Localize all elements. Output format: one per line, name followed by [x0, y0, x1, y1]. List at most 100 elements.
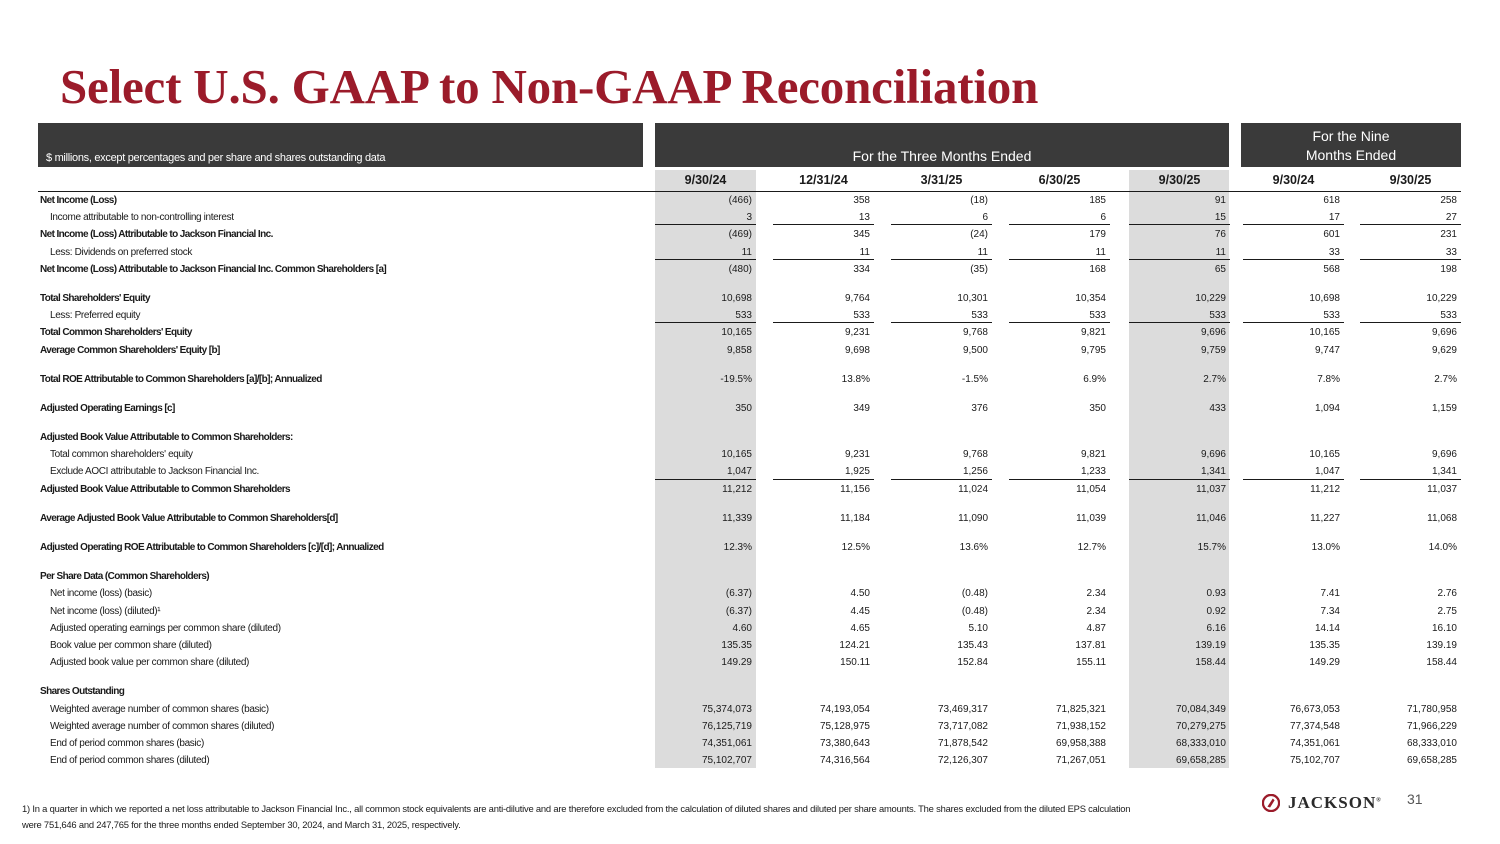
- row-label: Average Common Shareholders' Equity [b]: [40, 344, 220, 356]
- table-row: Shares Outstanding: [38, 683, 1461, 700]
- table-cell: 9,698: [844, 344, 870, 356]
- table-cell: 533: [773, 307, 874, 324]
- row-label: Income attributable to non-controlling i…: [50, 212, 234, 224]
- table-cell: 9,858: [726, 344, 752, 356]
- row-label: Book value per common share (diluted): [50, 639, 212, 651]
- table-cell: 9,747: [1314, 344, 1340, 356]
- table-cell: 258: [1440, 195, 1457, 206]
- table-cell: 4.50: [850, 588, 870, 600]
- footnote: 1) In a quarter in which we reported a n…: [22, 803, 1131, 830]
- table-cell: 15: [1129, 209, 1230, 226]
- table-body: Net Income (Loss) (466) 358 (18) 185 91 618 258…: [38, 192, 1461, 769]
- table-cell: 6.9%: [1083, 373, 1106, 385]
- row-label: Adjusted Book Value Attributable to Comm…: [40, 483, 291, 495]
- table-row: End of period common shares (diluted) 75,…: [38, 752, 1461, 769]
- table-cell: 10,698: [1309, 292, 1340, 304]
- table-cell: 139.19: [1195, 639, 1226, 651]
- table-cell: 9,768: [962, 449, 988, 461]
- table-cell: 11,339: [722, 512, 752, 524]
- table-cell: 14.0%: [1428, 542, 1457, 553]
- table-cell: 12.3%: [723, 542, 752, 553]
- table-cell: 74,351,061: [1289, 737, 1340, 749]
- table-cell: 9,231: [844, 449, 870, 461]
- table-cell: 13.6%: [959, 542, 988, 553]
- table-cell: 12.5%: [841, 542, 870, 553]
- row-spacer: [38, 417, 1461, 429]
- table-cell: 68,333,010: [1175, 737, 1226, 749]
- table-row: Total Common Shareholders' Equity 10,165 9…: [38, 324, 1461, 341]
- table-cell: 76: [1214, 229, 1226, 241]
- table-cell: 71,966,229: [1406, 720, 1457, 732]
- table-row: Less: Preferred equity 533 533 533 533 533 533…: [38, 307, 1461, 324]
- table-cell: -1.5%: [961, 373, 988, 385]
- row-label: Total common shareholders' equity: [50, 449, 193, 461]
- table-cell: (18): [970, 195, 988, 206]
- table-cell: 2.34: [1086, 605, 1106, 617]
- table-cell: 135.35: [721, 639, 752, 651]
- table-row: Adjusted book value per common share (di…: [38, 654, 1461, 671]
- row-spacer: [38, 359, 1461, 371]
- table-row: Adjusted operating earnings per common s…: [38, 620, 1461, 637]
- table-cell: (0.48): [961, 588, 988, 600]
- table-cell: 10,354: [1075, 292, 1106, 304]
- table-cell: 4.87: [1086, 622, 1106, 634]
- row-label: Adjusted Book Value Attributable to Comm…: [40, 432, 293, 444]
- column-header: 6/30/25: [1038, 173, 1081, 187]
- table-cell: 568: [1323, 263, 1340, 275]
- table-row: Income attributable to non-controlling i…: [38, 209, 1461, 226]
- table-cell: 15.7%: [1197, 542, 1226, 553]
- row-label: Net income (loss) (diluted)¹: [50, 605, 161, 617]
- table-cell: 13.0%: [1311, 542, 1340, 553]
- table-row: End of period common shares (basic) 74,35…: [38, 735, 1461, 752]
- column-header: 9/30/25: [1389, 173, 1432, 187]
- table-cell: 72,126,307: [937, 755, 988, 767]
- table-cell: 4.45: [850, 605, 870, 617]
- table-row: Exclude AOCI attributable to Jackson Fin…: [38, 463, 1461, 480]
- jackson-logo-icon: [1262, 794, 1280, 812]
- table-cell: 5.10: [968, 622, 988, 634]
- row-label: Total Shareholders' Equity: [40, 292, 151, 304]
- table-cell: 75,374,073: [701, 703, 752, 715]
- table-cell: (480): [728, 263, 752, 275]
- table-row: Adjusted Book Value Attributable to Comm…: [38, 429, 1461, 446]
- table-row: Average Common Shareholders' Equity [b] 9…: [38, 342, 1461, 359]
- table-cell: 11,212: [722, 483, 752, 495]
- row-spacer: [38, 671, 1461, 683]
- header-three-months: For the Three Months Ended: [655, 123, 1229, 167]
- table-cell: 7.34: [1320, 605, 1340, 617]
- row-label: Net Income (Loss): [40, 195, 117, 206]
- table-cell: 9,696: [1200, 449, 1226, 461]
- table-cell: 11: [773, 244, 874, 260]
- table-cell: (35): [970, 263, 988, 275]
- table-cell: 9,764: [844, 292, 870, 304]
- three-months-text: For the Three Months Ended: [852, 148, 1032, 164]
- table-cell: 618: [1323, 195, 1340, 206]
- column-header: 3/31/25: [920, 173, 963, 187]
- table-cell: 1,159: [1431, 402, 1457, 414]
- table-cell: 158.44: [1426, 657, 1457, 669]
- table-row: Adjusted Book Value Attributable to Comm…: [38, 481, 1461, 498]
- column-header: 9/30/24: [684, 173, 727, 187]
- table-cell: 1,233: [1009, 463, 1110, 480]
- table-cell: 2.7%: [1434, 373, 1457, 385]
- row-spacer: [38, 278, 1461, 290]
- table-cell: 14.14: [1314, 622, 1340, 634]
- table-cell: 71,878,542: [937, 737, 988, 749]
- row-label: Per Share Data (Common Shareholders): [40, 571, 210, 583]
- table-cell: 349: [853, 402, 870, 414]
- table-cell: 10,229: [1426, 292, 1457, 304]
- table-cell: 10,698: [721, 292, 752, 304]
- table-cell: 11: [655, 244, 756, 260]
- table-row: Adjusted Operating Earnings [c] 350 349 376…: [38, 400, 1461, 417]
- row-spacer: [38, 527, 1461, 539]
- table-cell: 9,768: [962, 327, 988, 339]
- table-cell: 75,128,975: [819, 720, 870, 732]
- table-cell: 11: [891, 244, 992, 260]
- table-cell: 0.92: [1206, 605, 1226, 617]
- row-spacer: [38, 498, 1461, 510]
- table-cell: 2.34: [1086, 588, 1106, 600]
- jackson-logo: JACKSON®: [1262, 790, 1382, 816]
- column-header-row: 9/30/24 12/31/24 3/31/25 6/30/25 9/30/25 9/30…: [38, 170, 1461, 192]
- table-cell: 70,279,275: [1175, 720, 1226, 732]
- table-cell: 11,156: [840, 483, 870, 495]
